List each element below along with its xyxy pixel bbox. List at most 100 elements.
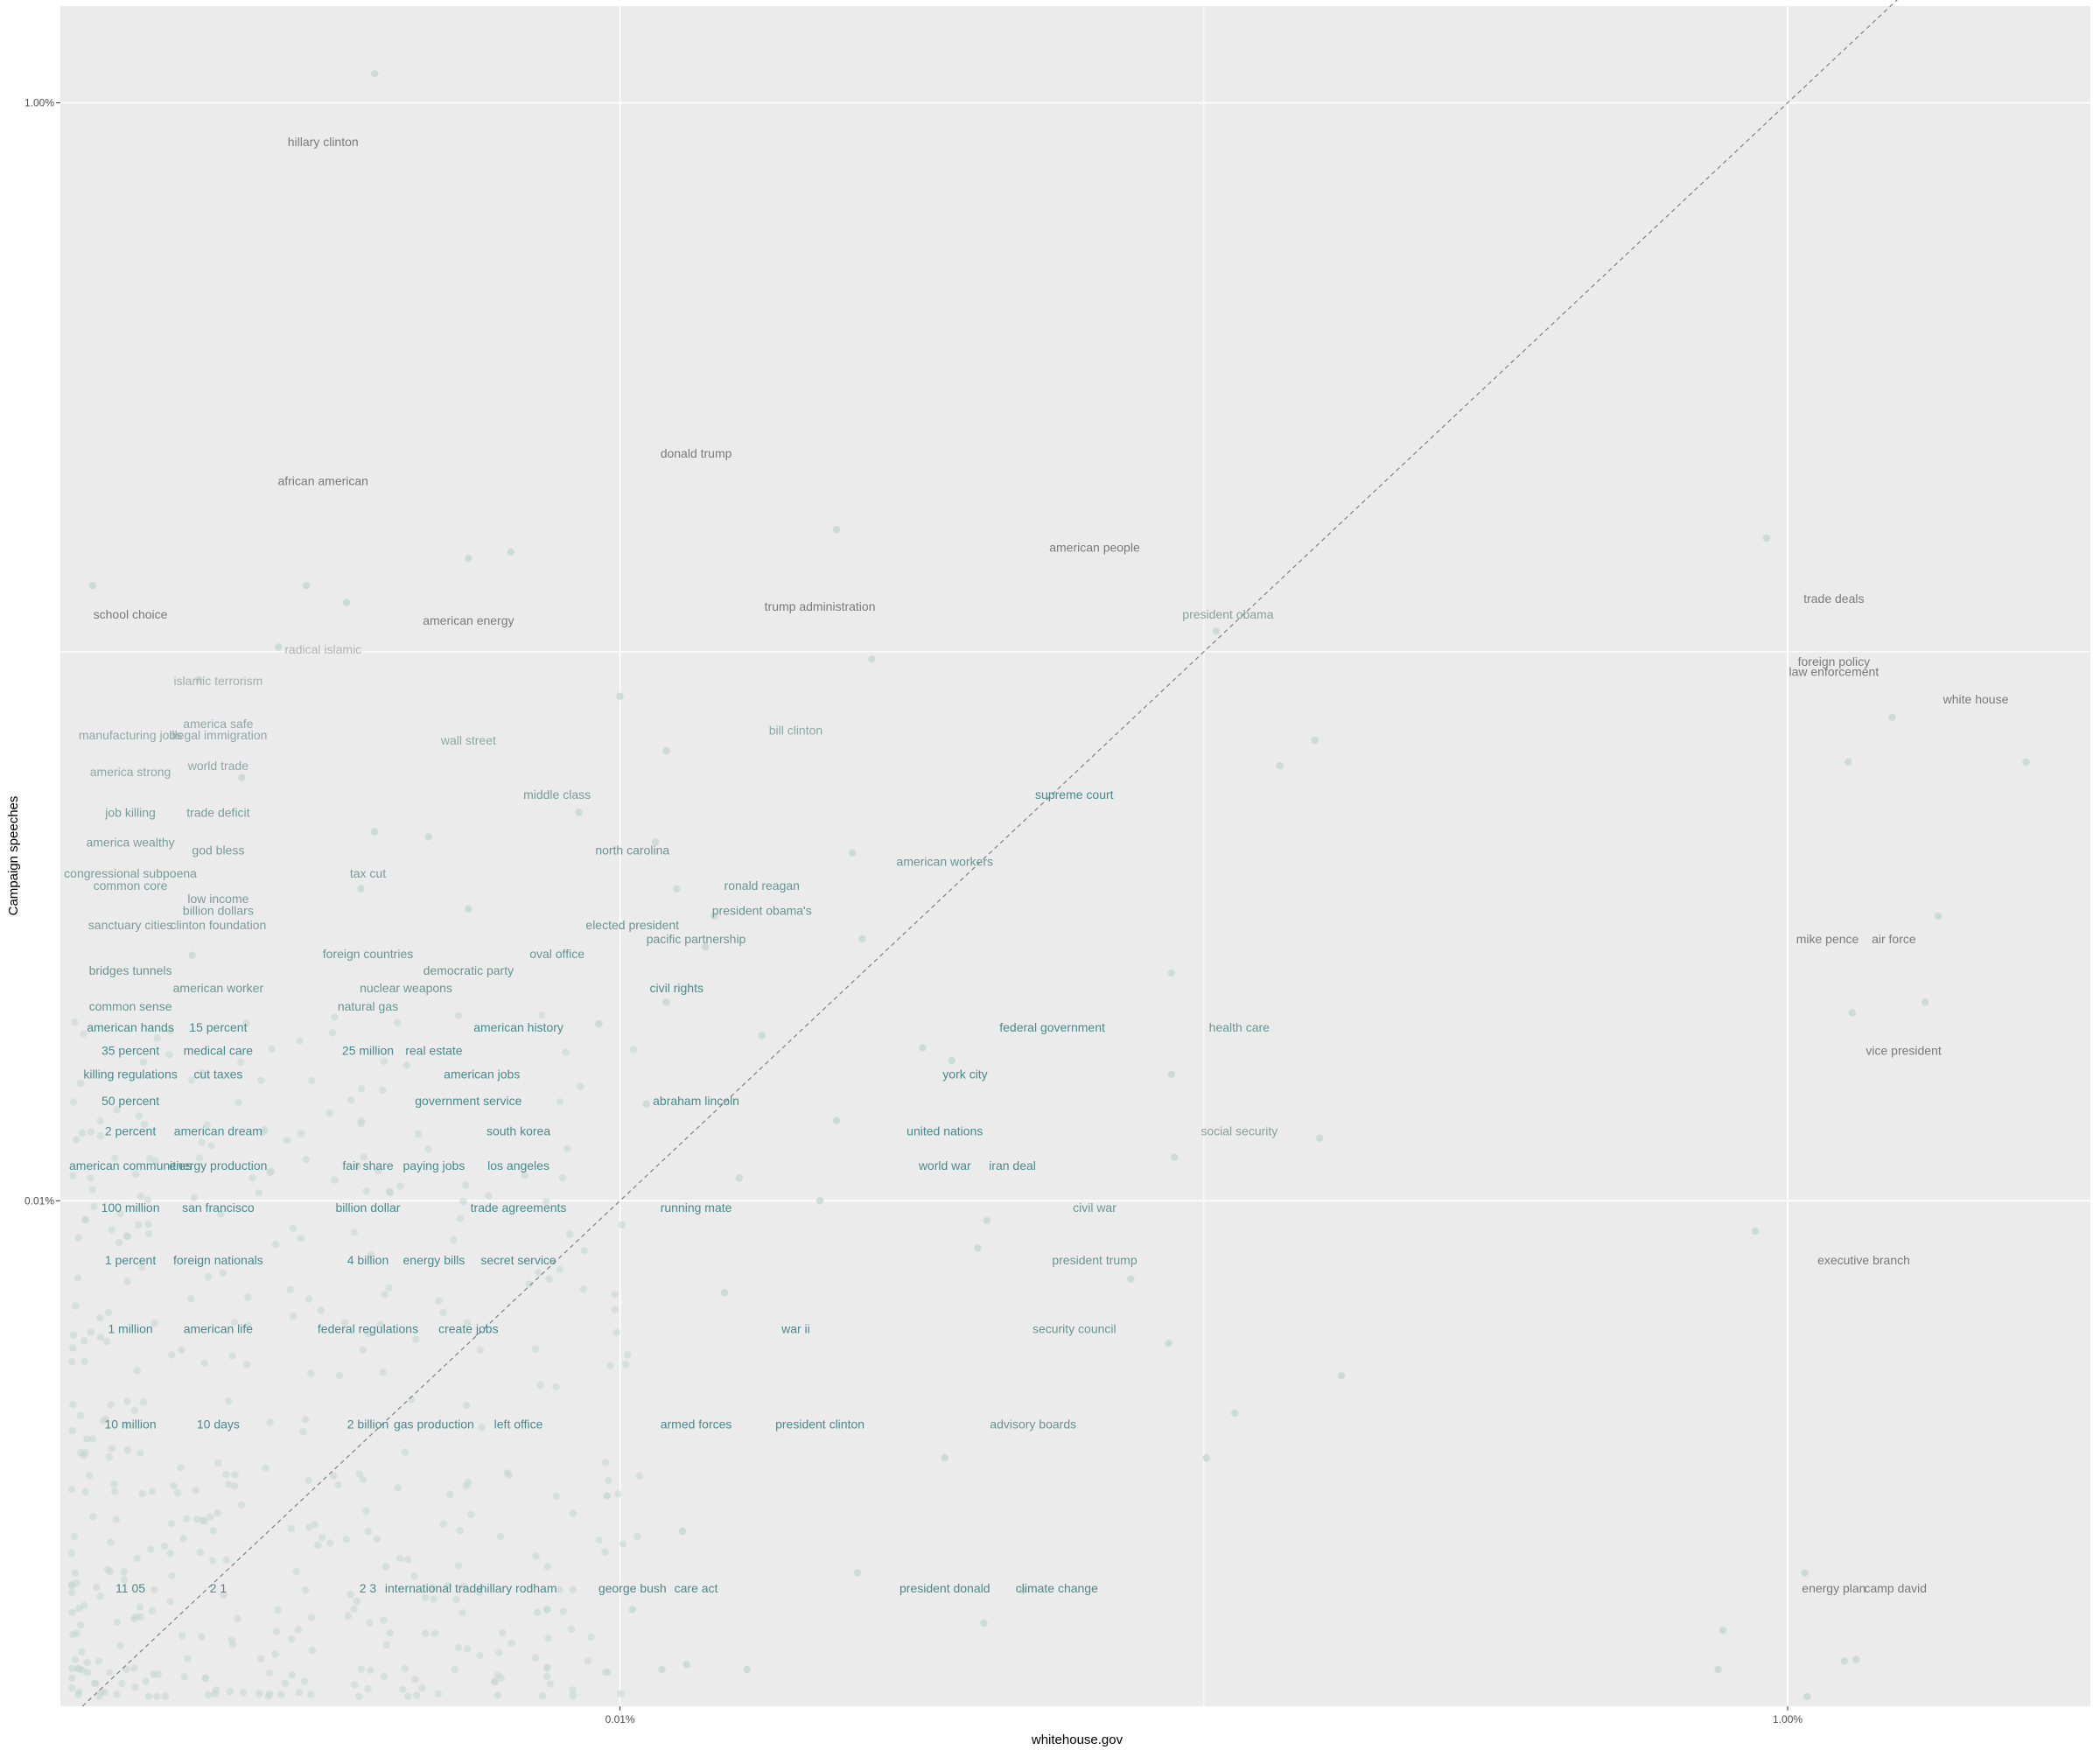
background-point bbox=[467, 1510, 475, 1519]
background-point bbox=[107, 1538, 115, 1546]
word-label: african american bbox=[277, 473, 368, 487]
background-point bbox=[69, 1098, 78, 1106]
background-point bbox=[78, 1129, 87, 1138]
background-point bbox=[77, 1621, 85, 1629]
background-point bbox=[335, 1371, 344, 1380]
word-label: foreign nationals bbox=[173, 1253, 263, 1267]
background-point bbox=[147, 1545, 155, 1554]
background-point bbox=[292, 1567, 300, 1576]
word-label: energy bills bbox=[403, 1253, 466, 1267]
background-point bbox=[122, 1421, 130, 1430]
background-point bbox=[542, 1198, 550, 1206]
background-point bbox=[96, 1334, 105, 1341]
data-point bbox=[974, 1244, 982, 1252]
data-point bbox=[357, 885, 365, 892]
background-point bbox=[569, 1692, 577, 1700]
word-label: american worker bbox=[173, 981, 264, 995]
word-label: health care bbox=[1209, 1020, 1270, 1034]
word-label: government service bbox=[415, 1094, 522, 1108]
background-point bbox=[168, 1351, 176, 1359]
background-point bbox=[239, 1689, 248, 1697]
word-label: foreign countries bbox=[323, 947, 414, 961]
background-point bbox=[209, 1527, 217, 1535]
background-point bbox=[96, 1116, 104, 1125]
background-point bbox=[430, 1595, 438, 1603]
word-label: american dream bbox=[174, 1124, 262, 1138]
data-point bbox=[88, 582, 97, 590]
background-point bbox=[634, 1532, 641, 1541]
background-point bbox=[569, 1686, 577, 1694]
background-point bbox=[83, 1658, 91, 1667]
word-label: clinton foundation bbox=[171, 918, 267, 932]
background-point bbox=[88, 1186, 96, 1194]
background-point bbox=[346, 1590, 354, 1599]
data-point bbox=[1803, 1692, 1811, 1701]
background-point bbox=[380, 1672, 388, 1680]
background-point bbox=[271, 1650, 279, 1658]
background-point bbox=[77, 1648, 86, 1656]
background-point bbox=[248, 1173, 256, 1182]
background-point bbox=[503, 1469, 511, 1477]
background-point bbox=[360, 1153, 368, 1161]
background-point bbox=[531, 1345, 540, 1353]
word-label: bill clinton bbox=[769, 723, 822, 737]
background-point bbox=[68, 1172, 77, 1180]
background-point bbox=[496, 1532, 504, 1541]
background-point bbox=[274, 1606, 282, 1614]
background-point bbox=[206, 1513, 214, 1521]
background-point bbox=[243, 1361, 251, 1368]
background-point bbox=[225, 1397, 233, 1405]
background-point bbox=[300, 1677, 309, 1685]
background-point bbox=[463, 1319, 472, 1326]
background-point bbox=[220, 1591, 228, 1600]
data-point bbox=[1127, 1275, 1135, 1283]
background-point bbox=[452, 1595, 460, 1604]
word-label: air force bbox=[1872, 932, 1916, 946]
background-point bbox=[281, 1679, 290, 1687]
word-label: care act bbox=[675, 1581, 718, 1595]
background-point bbox=[137, 1263, 146, 1271]
background-point bbox=[374, 1166, 382, 1175]
data-point bbox=[1921, 998, 1929, 1006]
background-point bbox=[308, 1647, 317, 1655]
background-point bbox=[135, 1112, 144, 1120]
background-point bbox=[418, 1684, 426, 1692]
background-point bbox=[150, 1320, 158, 1327]
background-point bbox=[454, 1562, 463, 1570]
data-point bbox=[275, 643, 283, 651]
word-label: federal government bbox=[999, 1020, 1105, 1034]
background-point bbox=[344, 1612, 353, 1620]
background-point bbox=[217, 1210, 225, 1218]
data-point bbox=[983, 1216, 991, 1225]
background-point bbox=[394, 1484, 402, 1492]
background-point bbox=[115, 1239, 123, 1247]
background-point bbox=[113, 1106, 121, 1114]
word-label: democratic party bbox=[424, 963, 514, 977]
background-point bbox=[112, 1516, 120, 1523]
background-point bbox=[401, 1448, 410, 1456]
background-point bbox=[622, 1361, 630, 1368]
background-point bbox=[404, 1556, 412, 1564]
word-label: elected president bbox=[585, 918, 679, 932]
word-label: climate change bbox=[1016, 1581, 1098, 1595]
x-axis-title: whitehouse.gov bbox=[1031, 1732, 1124, 1747]
background-point bbox=[72, 1136, 80, 1144]
background-point bbox=[287, 1524, 296, 1533]
y-axis-title: Campaign speeches bbox=[6, 796, 21, 916]
x-tick-label: 0.01% bbox=[606, 1713, 635, 1726]
background-point bbox=[449, 1236, 458, 1244]
background-point bbox=[401, 1664, 409, 1673]
data-point bbox=[980, 1619, 988, 1628]
background-point bbox=[123, 1232, 132, 1241]
background-point bbox=[198, 1138, 206, 1146]
background-point bbox=[525, 1280, 534, 1288]
data-point bbox=[948, 1056, 956, 1065]
background-point bbox=[236, 1058, 245, 1067]
background-point bbox=[130, 1664, 138, 1672]
background-point bbox=[521, 1171, 528, 1180]
word-label: hillary rodham bbox=[480, 1581, 557, 1595]
background-point bbox=[133, 1554, 141, 1563]
background-point bbox=[308, 1614, 316, 1621]
background-point bbox=[244, 1321, 252, 1329]
background-point bbox=[379, 1368, 387, 1376]
